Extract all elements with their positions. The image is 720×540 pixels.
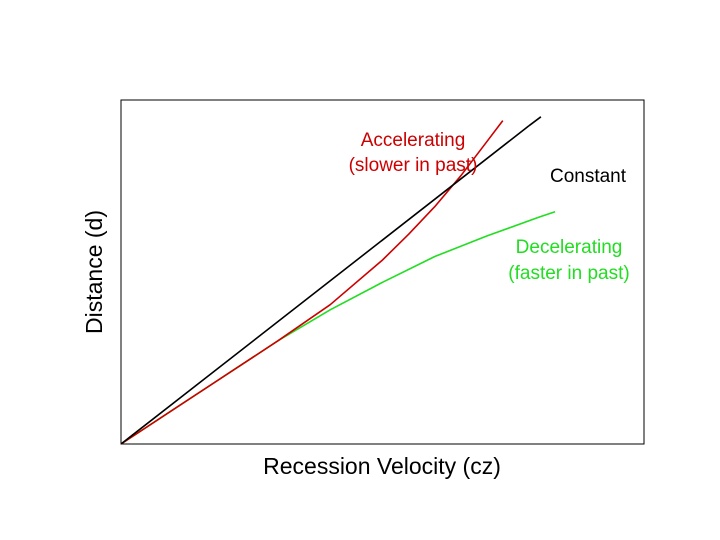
annotation-decelerating-line1: Decelerating [516,237,623,258]
y-axis-title: Distance (d) [81,210,107,334]
series-line-constant [120,125,530,445]
x-axis-title: Recession Velocity (cz) [263,453,501,479]
constant-label-pointer [528,116,542,127]
annotation-constant: Constant [550,166,627,187]
annotation-accelerating-line2: (slower in past) [349,155,478,176]
series-layer [120,120,556,445]
pointer-layer [528,116,542,127]
annotation-accelerating-line1: Accelerating [361,130,466,151]
series-line-accelerating [120,120,504,445]
annotation-decelerating-line2: (faster in past) [508,263,629,284]
